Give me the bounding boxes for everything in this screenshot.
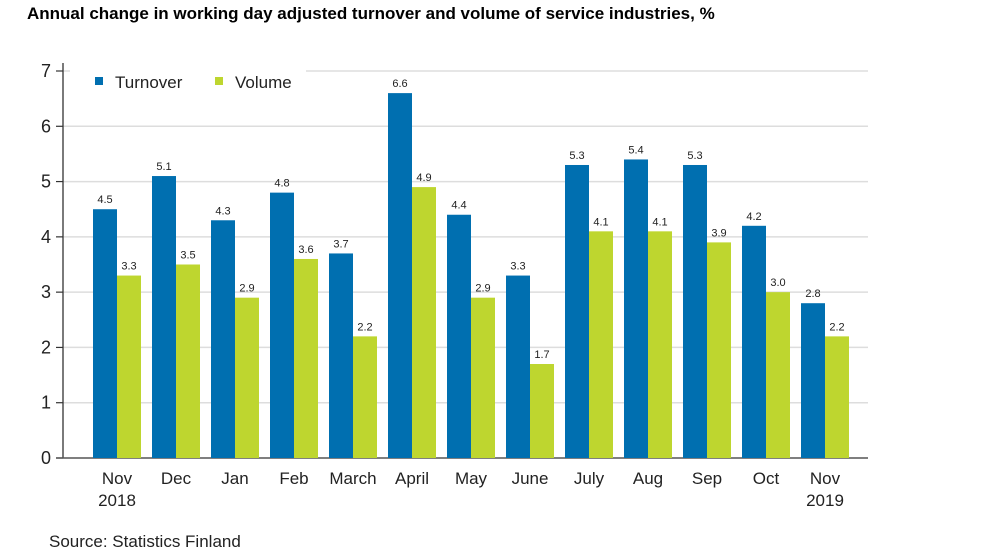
source-note: Source: Statistics Finland [49, 532, 241, 551]
y-tick-label: 0 [41, 448, 51, 468]
data-label-turnover: 6.6 [392, 78, 407, 90]
legend-swatch-turnover [95, 77, 103, 85]
bar-turnover-8 [565, 164, 589, 458]
data-label-volume: 3.0 [770, 277, 785, 289]
chart-title: Annual change in working day adjusted tu… [27, 4, 715, 23]
data-label-turnover: 4.8 [274, 178, 289, 190]
legend-swatch-volume [215, 77, 223, 85]
bar-turnover-9 [624, 159, 648, 458]
data-label-turnover: 5.1 [156, 161, 171, 173]
data-label-volume: 2.2 [357, 321, 372, 333]
legend-background [70, 68, 306, 98]
x-tick-label: Feb [279, 469, 308, 488]
x-tick-label: Nov [102, 469, 133, 488]
x-tick-label: March [329, 469, 376, 488]
bar-turnover-11 [742, 225, 766, 458]
bars [93, 93, 849, 459]
x-tick-label: Oct [753, 469, 780, 488]
y-tick-labels: 0 1 2 3 4 5 6 7 [41, 61, 51, 468]
bar-turnover-2 [211, 220, 235, 458]
x-tick-label: April [395, 469, 429, 488]
data-label-volume: 3.5 [180, 250, 195, 262]
bar-volume-4 [353, 336, 377, 458]
bar-turnover-10 [683, 164, 707, 458]
x-tick-labels: Nov 2018 Dec Jan Feb March April May June July Aug… [98, 469, 844, 510]
data-label-turnover: 4.3 [215, 205, 230, 217]
bar-turnover-6 [447, 214, 471, 458]
data-label-volume: 4.1 [593, 216, 608, 228]
data-label-turnover: 3.3 [510, 261, 525, 273]
x-tick-label: 2019 [806, 491, 844, 510]
data-label-volume: 4.9 [416, 172, 431, 184]
y-tick-label: 6 [41, 116, 51, 136]
bar-volume-11 [766, 292, 790, 458]
x-tick-label: Dec [161, 469, 192, 488]
bar-turnover-1 [152, 176, 176, 459]
data-label-volume: 3.6 [298, 244, 313, 256]
legend-label-turnover: Turnover [115, 73, 183, 92]
data-label-turnover: 5.3 [687, 150, 702, 162]
data-label-volume: 2.9 [475, 283, 490, 295]
x-tick-label: 2018 [98, 491, 136, 510]
bar-turnover-12 [801, 303, 825, 458]
bar-turnover-5 [388, 93, 412, 458]
bar-turnover-4 [329, 253, 353, 458]
data-label-volume: 3.3 [121, 261, 136, 273]
data-label-volume: 2.2 [829, 321, 844, 333]
y-tick-label: 1 [41, 393, 51, 413]
x-tick-label: Nov [810, 469, 841, 488]
y-tick-label: 4 [41, 227, 51, 247]
data-label-volume: 4.1 [652, 216, 667, 228]
data-label-volume: 3.9 [711, 227, 726, 239]
data-label-turnover: 5.3 [569, 150, 584, 162]
bar-volume-10 [707, 242, 731, 458]
data-label-turnover: 3.7 [333, 238, 348, 250]
x-tick-label: Aug [633, 469, 663, 488]
data-label-volume: 2.9 [239, 283, 254, 295]
bar-volume-2 [235, 297, 259, 458]
data-label-turnover: 5.4 [628, 144, 643, 156]
bar-turnover-7 [506, 275, 530, 458]
data-label-turnover: 4.5 [97, 194, 112, 206]
data-label-turnover: 4.2 [746, 211, 761, 223]
x-tick-label: Jan [221, 469, 248, 488]
data-label-turnover: 2.8 [805, 288, 820, 300]
bar-volume-1 [176, 264, 200, 458]
bar-volume-0 [117, 275, 141, 458]
x-tick-label: July [574, 469, 605, 488]
bar-turnover-0 [93, 209, 117, 458]
bar-volume-5 [412, 187, 436, 458]
bar-volume-6 [471, 297, 495, 458]
y-tick-label: 3 [41, 282, 51, 302]
y-tick-label: 7 [41, 61, 51, 81]
x-tick-label: Sep [692, 469, 722, 488]
bar-turnover-3 [270, 192, 294, 458]
bar-volume-8 [589, 231, 613, 458]
y-tick-label: 5 [41, 172, 51, 192]
bar-volume-12 [825, 336, 849, 458]
data-label-turnover: 4.4 [451, 200, 466, 212]
bar-volume-9 [648, 231, 672, 458]
bar-volume-3 [294, 258, 318, 458]
x-tick-label: June [512, 469, 549, 488]
legend-label-volume: Volume [235, 73, 292, 92]
y-tick-label: 2 [41, 337, 51, 357]
x-tick-label: May [455, 469, 488, 488]
bar-volume-7 [530, 364, 554, 458]
data-label-volume: 1.7 [534, 349, 549, 361]
data-labels: 4.5 3.3 5.1 3.5 4.3 2.9 4.8 3.6 3.7 2.2 6.6 4.9 4.4 2… [97, 78, 844, 361]
legend: Turnover Volume [70, 68, 306, 98]
